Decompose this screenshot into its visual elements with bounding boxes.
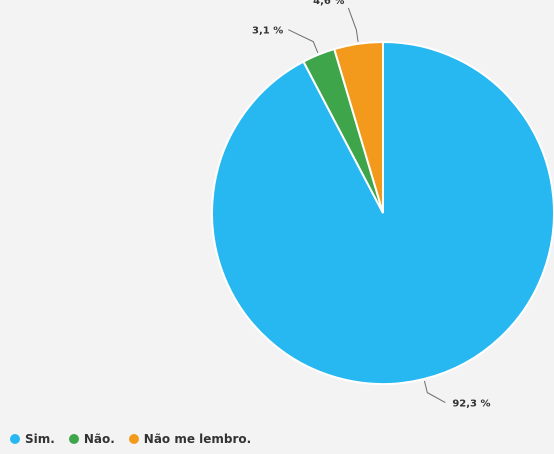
data-label-nao: 3,1 % [252,26,283,37]
data-label-sim: 92,3 % [452,399,490,410]
legend-item-sim: Sim. [10,432,55,446]
chart-legend: Sim. Não. Não me lembro. [10,432,251,446]
leader-line-nao [288,29,319,53]
legend-label-nao-me-lembro: Não me lembro. [143,432,252,446]
data-label-nao-me-lembro: 4,6 % [313,0,344,7]
pie-slices [211,40,554,385]
legend-label-nao: Não. [83,432,115,446]
legend-swatch-sim [10,434,20,444]
legend-swatch-nao-me-lembro [128,434,139,444]
legend-swatch-nao [68,434,79,444]
legend-label-sim: Sim. [25,432,55,446]
leader-line-sim [423,380,446,404]
data-labels: 92,3 % 3,1 % 4,6 % [252,0,490,410]
leader-line-nao-me-lembro [347,7,359,42]
legend-item-nao-me-lembro: Não me lembro. [128,432,252,446]
pie-slice-nao-me-lembro [333,40,384,214]
legend-item-nao: Não. [68,432,115,446]
